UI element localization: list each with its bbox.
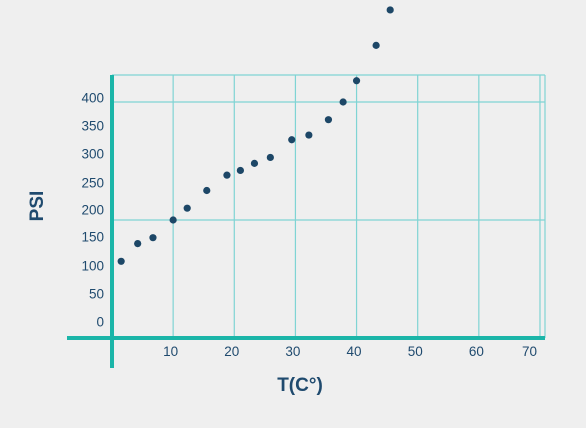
y-tick-label: 50 — [89, 287, 104, 302]
data-point — [386, 6, 394, 14]
data-point — [223, 171, 231, 179]
y-axis-title: PSI — [27, 191, 48, 222]
x-tick-label: 60 — [469, 344, 484, 359]
y-tick-label: 400 — [81, 91, 104, 106]
x-tick-label: 50 — [408, 344, 423, 359]
y-tick-labels: 0 50 100 150 200 250 300 350 400 — [81, 91, 104, 330]
data-point — [203, 186, 211, 195]
data-point — [339, 98, 347, 106]
x-tick-label: 20 — [224, 344, 239, 359]
x-tick-label: 10 — [163, 344, 178, 359]
y-tick-label: 350 — [81, 119, 104, 134]
data-point — [288, 136, 296, 144]
data-point — [324, 116, 333, 124]
y-tick-label: 300 — [81, 147, 104, 162]
data-point — [266, 153, 274, 162]
data-points — [117, 6, 394, 265]
x-tick-label: 70 — [522, 344, 537, 359]
x-tick-label: 40 — [347, 344, 362, 359]
y-tick-label: 150 — [81, 230, 104, 245]
x-tick-label: 30 — [285, 344, 300, 359]
y-tick-label: 0 — [96, 315, 104, 330]
data-point — [372, 41, 380, 49]
data-point — [169, 216, 177, 224]
data-point — [134, 240, 142, 248]
data-point — [117, 257, 125, 265]
data-point — [352, 77, 361, 85]
data-point — [236, 166, 244, 175]
x-axis-title: T(C°) — [277, 375, 323, 396]
x-tick-labels: 10 20 30 40 50 60 70 — [163, 344, 537, 359]
data-point — [149, 234, 157, 242]
y-tick-label: 100 — [81, 259, 104, 274]
axes — [67, 75, 545, 368]
data-point — [305, 131, 313, 139]
data-point — [183, 204, 191, 212]
grid-lines — [112, 74, 546, 338]
y-tick-label: 200 — [81, 203, 104, 218]
data-point — [250, 159, 259, 167]
y-tick-label: 250 — [81, 176, 104, 191]
